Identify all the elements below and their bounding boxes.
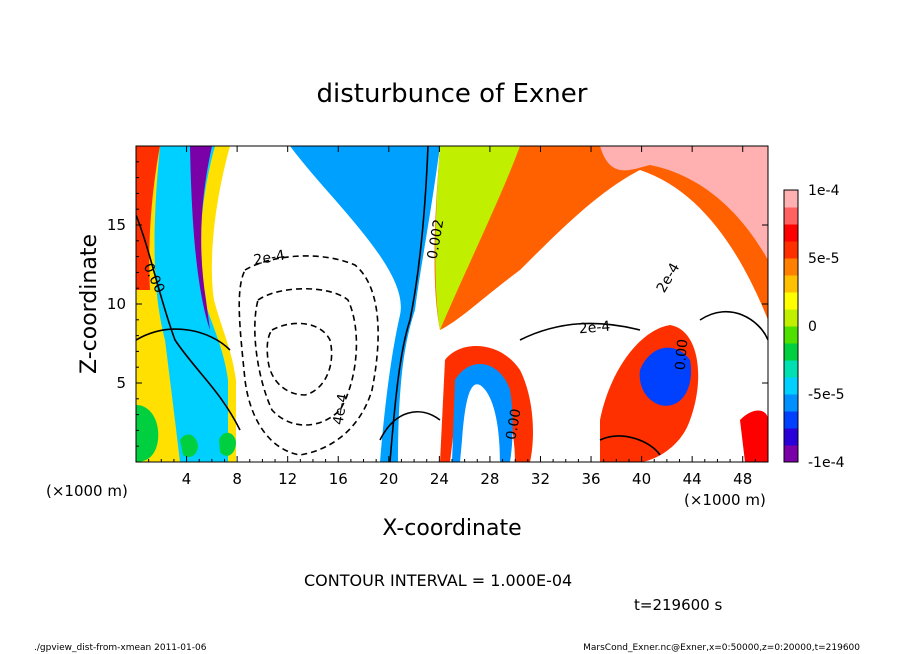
- field-region-right-yellow: [435, 146, 520, 330]
- colorbar-swatch: [784, 428, 798, 446]
- field-region-right-pink: [600, 146, 768, 260]
- colorbar-tick-label: 1e-4: [808, 183, 840, 199]
- colorbar-swatch: [784, 190, 798, 208]
- x-tick-label: 24: [430, 470, 449, 488]
- colorbar-frame: [783, 189, 799, 463]
- colorbar-tick-label: 5e-5: [808, 251, 839, 267]
- field-blob-8: [740, 410, 768, 462]
- x-tick-label: 4: [182, 470, 192, 488]
- contour-negative-inner: [266, 322, 333, 396]
- y-tick-label: 15: [107, 216, 126, 234]
- colorbar-swatch: [784, 258, 798, 276]
- contour-label: 2e-4: [578, 319, 611, 338]
- contour-zero-left: [136, 214, 241, 431]
- field-blob-6: [180, 434, 198, 457]
- colorbar-swatch: [784, 241, 798, 259]
- x-axis-unit-right: (×1000 m): [684, 491, 766, 509]
- x-tick-label: 20: [379, 470, 398, 488]
- colorbar-swatch: [784, 445, 798, 463]
- x-tick-label: 12: [278, 470, 297, 488]
- x-axis-ticks: 4 8 12 16 20 24 28 32 36 40 44 48: [148, 146, 756, 488]
- contour-low-lines: [136, 310, 768, 456]
- time-label: t=219600 s: [634, 596, 722, 614]
- x-tick-label: 36: [581, 470, 600, 488]
- x-tick-label: 28: [480, 470, 499, 488]
- y-tick-label: 10: [107, 295, 126, 313]
- y-axis-ticks: 5 10 15: [107, 161, 768, 447]
- contour-label: 0.00: [673, 338, 692, 370]
- field-region-right-warm: [434, 146, 768, 330]
- plot-area: [136, 146, 768, 462]
- x-tick-label: 44: [683, 470, 702, 488]
- x-tick-label: 16: [329, 470, 348, 488]
- x-axis-label: X-coordinate: [382, 516, 521, 541]
- colorbar-swatch: [784, 224, 798, 242]
- field-blob-4: [639, 347, 691, 406]
- contour-interval-label: CONTOUR INTERVAL = 1.000E-04: [304, 571, 572, 590]
- contour-lines: [136, 146, 768, 462]
- field-blob-7: [219, 432, 236, 456]
- y-axis-label: Z-coordinate: [77, 234, 102, 374]
- x-tick-label: 40: [632, 470, 651, 488]
- colorbar-ticks: 1e-4 5e-5 0 -5e-5 -1e-4: [808, 183, 845, 471]
- x-tick-label: 8: [232, 470, 242, 488]
- contour-label: 0.00: [503, 408, 524, 441]
- contour-zero-center: [389, 146, 429, 462]
- contour-label: 0.002: [425, 218, 448, 260]
- field-region-center: [290, 146, 440, 462]
- colorbar: [784, 190, 798, 463]
- field-region-left-red: [136, 146, 160, 290]
- footer-right: MarsCond_Exner.nc@Exner,x=0:50000,z=0:20…: [583, 643, 860, 653]
- x-tick-label: 48: [733, 470, 752, 488]
- colorbar-swatch: [784, 326, 798, 344]
- colorbar-swatch: [784, 275, 798, 293]
- colorbar-swatch: [784, 309, 798, 327]
- field-blob-2: [452, 363, 513, 462]
- colorbar-swatch: [784, 207, 798, 225]
- x-tick-label: 32: [531, 470, 550, 488]
- contour-label: 2e-4: [252, 247, 286, 268]
- contour-label: 4e-4: [330, 392, 351, 426]
- footer-left: ./gpview_dist-from-xmean 2011-01-06: [34, 643, 207, 653]
- field-region-left-core: [190, 146, 212, 330]
- y-tick-label: 5: [116, 374, 126, 392]
- colorbar-swatch: [784, 292, 798, 310]
- colorbar-tick-label: -1e-4: [808, 455, 845, 471]
- colorbar-swatch: [784, 411, 798, 429]
- chart-title: disturbunce of Exner: [317, 79, 588, 109]
- x-axis-unit-left: (×1000 m): [46, 482, 128, 500]
- colorbar-tick-label: -5e-5: [808, 387, 845, 403]
- colorbar-tick-label: 0: [808, 319, 817, 335]
- field-blob-5: [136, 405, 159, 462]
- colorbar-swatch: [784, 360, 798, 378]
- colorbar-swatch: [784, 394, 798, 412]
- colorbar-swatch: [784, 343, 798, 361]
- colorbar-swatch: [784, 377, 798, 395]
- contour-negative-outer: [238, 255, 379, 456]
